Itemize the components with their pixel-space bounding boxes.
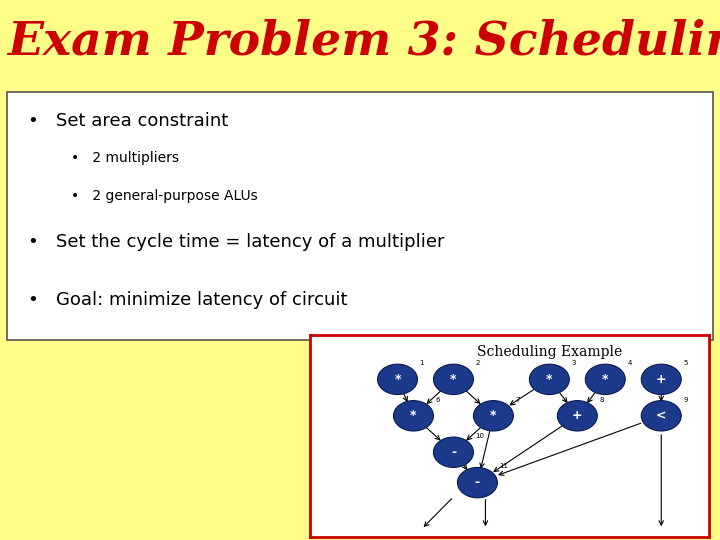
Ellipse shape xyxy=(585,364,625,395)
Ellipse shape xyxy=(529,364,570,395)
Text: <: < xyxy=(656,409,667,422)
Text: -: - xyxy=(451,446,456,459)
Text: +: + xyxy=(656,373,667,386)
Text: 7: 7 xyxy=(516,397,520,403)
Ellipse shape xyxy=(433,364,474,395)
Ellipse shape xyxy=(377,364,418,395)
Ellipse shape xyxy=(394,401,433,431)
Text: 3: 3 xyxy=(572,360,576,366)
Ellipse shape xyxy=(642,364,681,395)
Text: +: + xyxy=(572,409,582,422)
Text: 9: 9 xyxy=(683,397,688,403)
Text: *: * xyxy=(546,373,553,386)
Text: 10: 10 xyxy=(475,433,485,439)
Text: 2: 2 xyxy=(475,360,480,366)
Text: Scheduling Example: Scheduling Example xyxy=(477,345,622,359)
Text: *: * xyxy=(450,373,456,386)
Text: Exam Problem 3: Scheduling: Exam Problem 3: Scheduling xyxy=(7,18,720,65)
Text: •   2 multipliers: • 2 multipliers xyxy=(71,151,179,165)
Text: *: * xyxy=(395,373,401,386)
FancyBboxPatch shape xyxy=(7,92,713,340)
Text: •   Set area constraint: • Set area constraint xyxy=(28,112,229,130)
Text: 5: 5 xyxy=(683,360,688,366)
Text: -: - xyxy=(475,476,480,489)
Text: 8: 8 xyxy=(599,397,604,403)
Ellipse shape xyxy=(642,401,681,431)
Text: •   Goal: minimize latency of circuit: • Goal: minimize latency of circuit xyxy=(28,291,348,308)
Text: *: * xyxy=(490,409,497,422)
Ellipse shape xyxy=(433,437,474,468)
Text: 11: 11 xyxy=(500,463,508,469)
Ellipse shape xyxy=(474,401,513,431)
Ellipse shape xyxy=(457,468,498,498)
Text: •   Set the cycle time = latency of a multiplier: • Set the cycle time = latency of a mult… xyxy=(28,233,445,252)
Ellipse shape xyxy=(557,401,598,431)
Text: *: * xyxy=(602,373,608,386)
Text: *: * xyxy=(410,409,417,422)
Text: 1: 1 xyxy=(420,360,424,366)
Text: 6: 6 xyxy=(436,397,440,403)
Text: •   2 general-purpose ALUs: • 2 general-purpose ALUs xyxy=(71,188,258,202)
Text: 4: 4 xyxy=(627,360,631,366)
